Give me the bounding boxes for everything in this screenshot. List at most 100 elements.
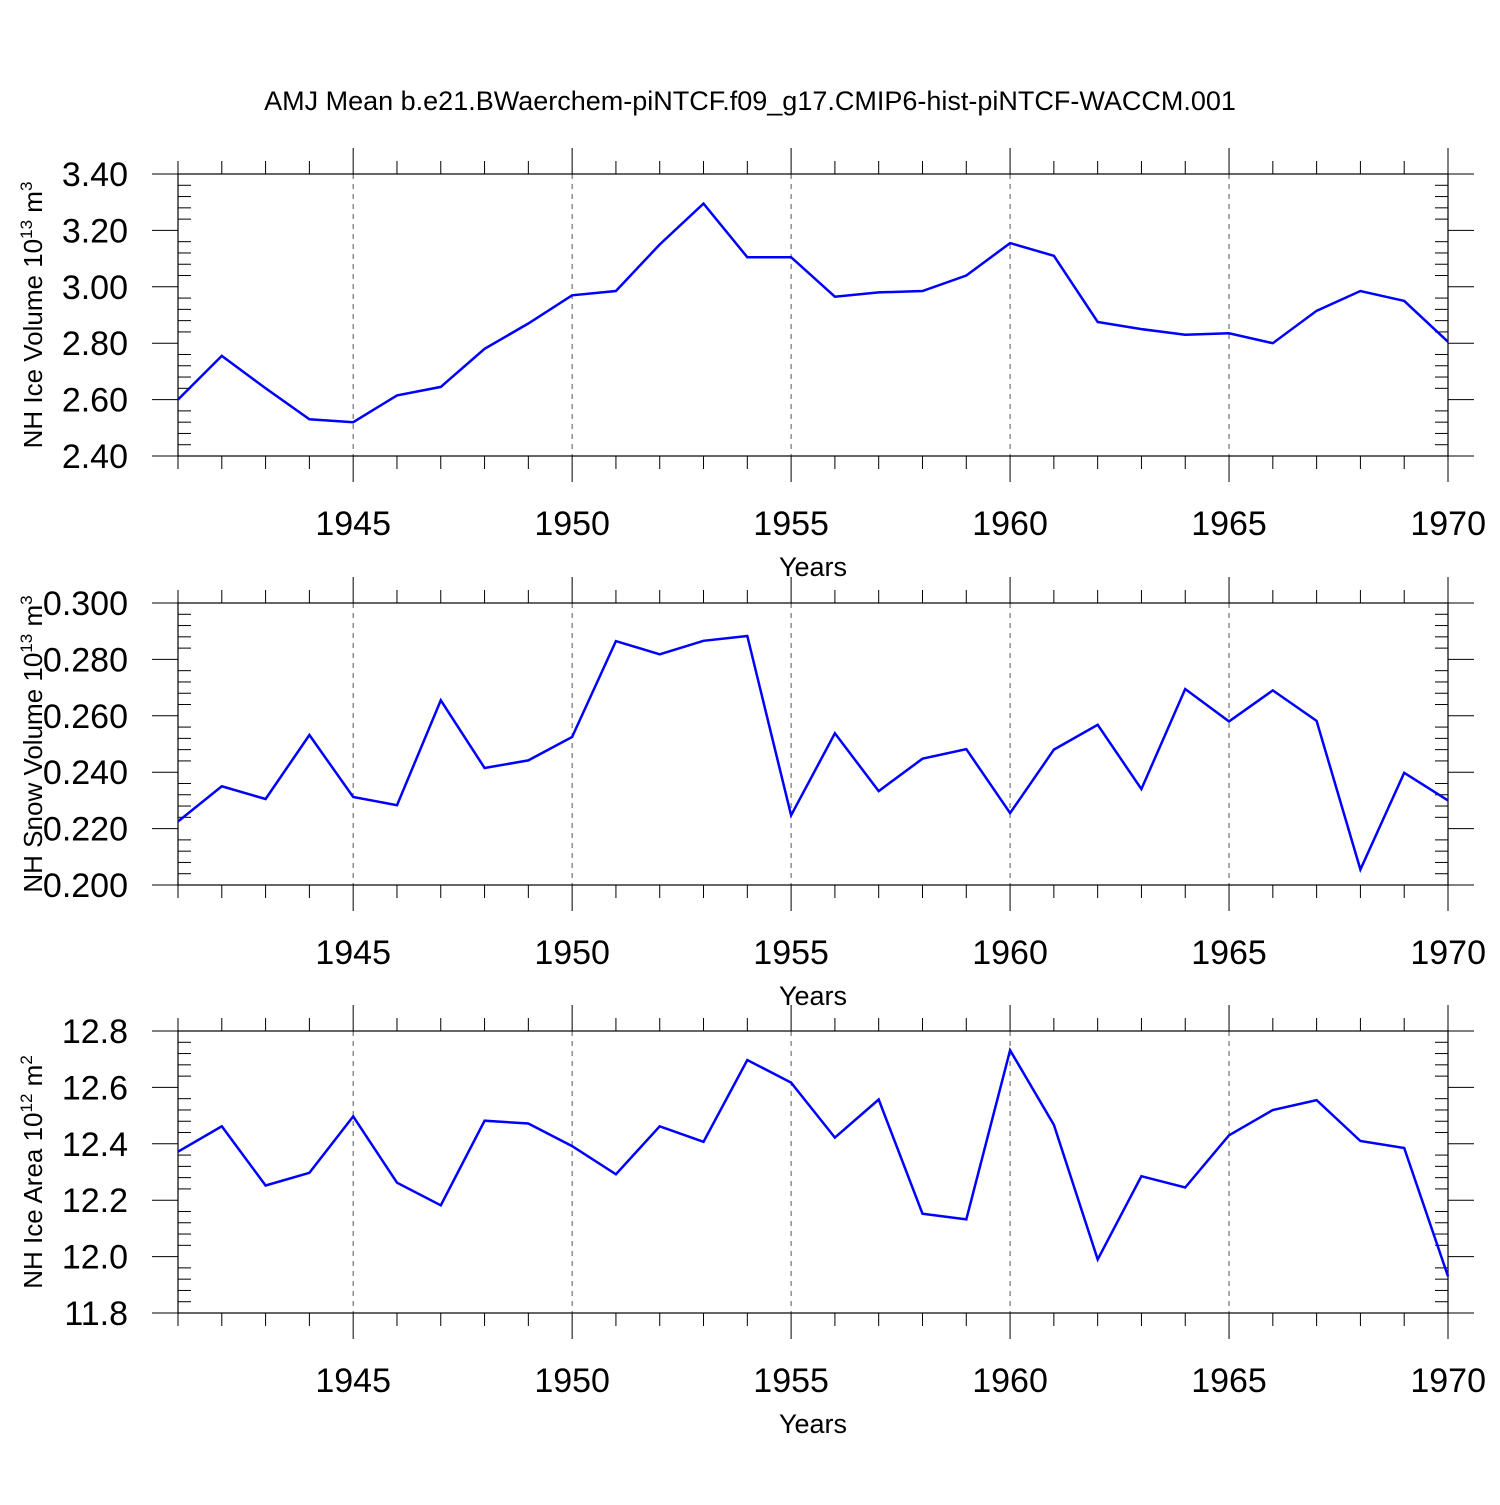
data-point bbox=[396, 395, 397, 396]
y-tick-label: 3.40 bbox=[62, 156, 128, 194]
data-point bbox=[791, 257, 792, 258]
x-tick-label: 1955 bbox=[753, 1362, 829, 1400]
data-point bbox=[615, 641, 616, 642]
data-point bbox=[747, 257, 748, 258]
data-point bbox=[221, 1126, 222, 1127]
data-point bbox=[922, 758, 923, 759]
x-tick-label: 1965 bbox=[1191, 505, 1267, 543]
y-tick-label: 2.60 bbox=[62, 382, 128, 420]
y-tick-label: 11.8 bbox=[64, 1295, 128, 1333]
y-tick-label: 3.20 bbox=[62, 212, 128, 250]
data-point bbox=[615, 291, 616, 292]
x-tick-label: 1945 bbox=[315, 505, 391, 543]
data-point bbox=[1010, 1050, 1011, 1051]
data-point bbox=[1448, 800, 1449, 801]
data-point bbox=[834, 733, 835, 734]
panel-2: 0.200 0.220 0.240 0.260 0.280 0.300 1945 1950 19… bbox=[17, 577, 1486, 1011]
data-point bbox=[1229, 721, 1230, 722]
y-tick-label: 0.240 bbox=[43, 754, 128, 792]
y-tick-label: 12.0 bbox=[62, 1239, 128, 1277]
y-tick-label: 12.2 bbox=[62, 1182, 128, 1220]
data-point bbox=[1053, 749, 1054, 750]
data-point bbox=[1053, 1124, 1054, 1125]
data-point bbox=[703, 640, 704, 641]
y-tick-label: 12.4 bbox=[62, 1126, 128, 1164]
data-point bbox=[791, 815, 792, 816]
data-point bbox=[1097, 322, 1098, 323]
series-line bbox=[177, 1046, 1450, 1277]
data-point bbox=[265, 1185, 266, 1186]
data-point bbox=[966, 749, 967, 750]
x-tick-label: 1955 bbox=[753, 505, 829, 543]
y-axis-label: NH Snow Volume 1013 m3 bbox=[17, 595, 48, 892]
data-point bbox=[747, 635, 748, 636]
data-point bbox=[1141, 789, 1142, 790]
data-point bbox=[659, 244, 660, 245]
data-point bbox=[1272, 690, 1273, 691]
data-point bbox=[966, 275, 967, 276]
data-point bbox=[922, 291, 923, 292]
data-point bbox=[572, 295, 573, 296]
data-point bbox=[791, 1082, 792, 1083]
data-point bbox=[265, 388, 266, 389]
y-tick-label: 3.00 bbox=[62, 269, 128, 307]
plot-frame bbox=[177, 1030, 1449, 1314]
data-point bbox=[659, 654, 660, 655]
y-tick-label: 12.8 bbox=[62, 1013, 128, 1051]
data-point bbox=[265, 798, 266, 799]
x-axis-label: Years bbox=[779, 1409, 847, 1439]
x-tick-label: 1950 bbox=[534, 934, 610, 972]
data-point bbox=[1316, 1100, 1317, 1101]
panel-1: 2.40 2.60 2.80 3.00 3.20 3.40 1945 1950 1955 1960… bbox=[17, 148, 1486, 582]
x-tick-label: 1945 bbox=[315, 1362, 391, 1400]
x-axis-label: Years bbox=[779, 981, 847, 1011]
data-point bbox=[703, 1141, 704, 1142]
x-tick-label: 1960 bbox=[972, 934, 1048, 972]
x-tick-label: 1955 bbox=[753, 934, 829, 972]
data-point bbox=[1010, 813, 1011, 814]
y-axis-label: NH Ice Volume 1013 m3 bbox=[17, 182, 48, 449]
data-point bbox=[353, 422, 354, 423]
y-tick-label: 0.200 bbox=[43, 867, 128, 905]
y-axis-label: NH Ice Area 1012 m2 bbox=[17, 1055, 48, 1289]
data-point bbox=[353, 797, 354, 798]
data-point bbox=[484, 1120, 485, 1121]
y-tick-label: 0.300 bbox=[43, 585, 128, 623]
data-point bbox=[396, 1182, 397, 1183]
data-point bbox=[615, 1174, 616, 1175]
data-point bbox=[834, 296, 835, 297]
data-point bbox=[878, 791, 879, 792]
data-point bbox=[572, 736, 573, 737]
data-point bbox=[1448, 341, 1449, 342]
data-point bbox=[309, 734, 310, 735]
data-point bbox=[1053, 255, 1054, 256]
data-point bbox=[178, 399, 179, 400]
data-point bbox=[484, 348, 485, 349]
data-point bbox=[1272, 1109, 1273, 1110]
data-point bbox=[966, 1219, 967, 1220]
x-tick-label: 1960 bbox=[972, 1362, 1048, 1400]
x-tick-label: 1950 bbox=[534, 1362, 610, 1400]
plot-frame bbox=[177, 173, 1449, 457]
data-point bbox=[1097, 724, 1098, 725]
data-point bbox=[922, 1213, 923, 1214]
data-point bbox=[528, 1123, 529, 1124]
data-point bbox=[1360, 1140, 1361, 1141]
data-point bbox=[1404, 300, 1405, 301]
plot-frame bbox=[177, 602, 1449, 886]
data-point bbox=[1141, 1176, 1142, 1177]
data-point bbox=[1316, 310, 1317, 311]
y-tick-label: 0.220 bbox=[43, 811, 128, 849]
data-point bbox=[747, 1060, 748, 1061]
data-point bbox=[309, 419, 310, 420]
data-point bbox=[440, 1205, 441, 1206]
data-point bbox=[396, 805, 397, 806]
data-point bbox=[1097, 1259, 1098, 1260]
x-tick-label: 1970 bbox=[1410, 505, 1486, 543]
x-tick-label: 1945 bbox=[315, 934, 391, 972]
data-point bbox=[572, 1146, 573, 1147]
data-point bbox=[1404, 1148, 1405, 1149]
data-point bbox=[1010, 243, 1011, 244]
data-point bbox=[878, 1099, 879, 1100]
